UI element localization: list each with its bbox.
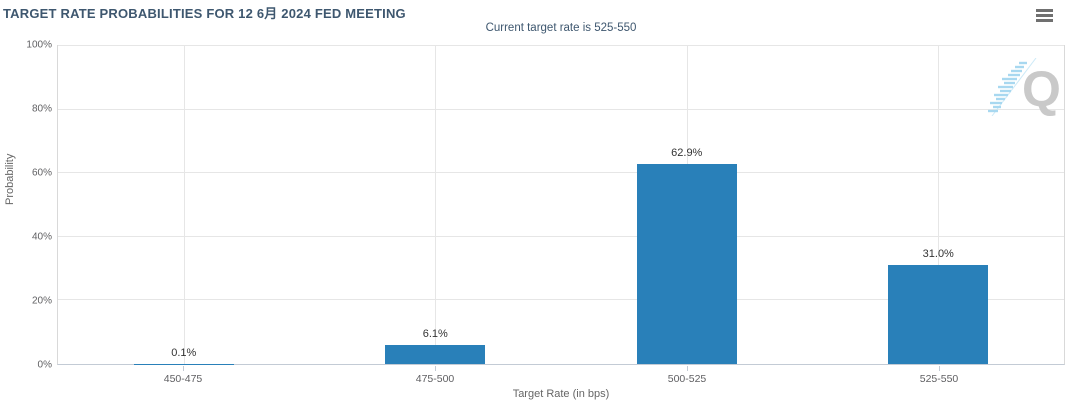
- y-tick-label: 0%: [37, 359, 52, 371]
- y-tick-label: 80%: [31, 103, 52, 115]
- bar-500-525[interactable]: [636, 163, 737, 364]
- bar-value-label: 0.1%: [171, 346, 197, 359]
- y-tick-label: 40%: [31, 231, 52, 243]
- x-tick-label: 500-525: [667, 373, 707, 385]
- vertical-gridline: [938, 46, 940, 364]
- y-tick-label: 60%: [31, 167, 52, 179]
- x-axis-title: Target Rate (in bps): [512, 388, 610, 400]
- y-tick-label: 20%: [31, 295, 52, 307]
- x-tick-mark: [939, 366, 940, 371]
- vertical-gridline: [183, 46, 185, 364]
- x-tick-mark: [183, 366, 184, 371]
- x-tick-label: 450-475: [163, 373, 203, 385]
- x-tick-mark: [687, 366, 688, 371]
- horizontal-gridline: [58, 235, 1064, 237]
- bar-525-550[interactable]: [888, 265, 989, 364]
- horizontal-gridline: [58, 299, 1064, 301]
- x-axis-labels: 450-475 475-500 500-525 525-550: [57, 366, 1065, 388]
- plot-area: Q 0.1% 6.1% 62.9% 31.0%: [57, 45, 1065, 365]
- x-tick-label: 475-500: [415, 373, 455, 385]
- horizontal-gridline: [58, 45, 1064, 46]
- vertical-gridline: [435, 46, 437, 364]
- bar-value-label: 62.9%: [671, 146, 703, 159]
- quikstrike-q-logo-watermark-icon: Q: [988, 58, 1061, 116]
- y-axis-labels: 0% 20% 40% 60% 80% 100%: [0, 40, 52, 371]
- x-tick-label: 525-550: [919, 373, 959, 385]
- bar-value-label: 6.1%: [422, 327, 448, 340]
- chart-title: TARGET RATE PROBABILITIES FOR 12 6月 2024…: [3, 6, 406, 21]
- y-tick-label: 100%: [26, 39, 52, 51]
- chart-subtitle: Current target rate is 525-550: [485, 22, 637, 34]
- hamburger-menu-icon[interactable]: [1036, 9, 1053, 22]
- watermark-letter: Q: [1022, 61, 1061, 116]
- bar-value-label: 31.0%: [922, 248, 954, 261]
- bar-475-500[interactable]: [385, 344, 486, 364]
- horizontal-gridline: [58, 108, 1064, 110]
- x-tick-mark: [435, 366, 436, 371]
- horizontal-gridline: [58, 172, 1064, 174]
